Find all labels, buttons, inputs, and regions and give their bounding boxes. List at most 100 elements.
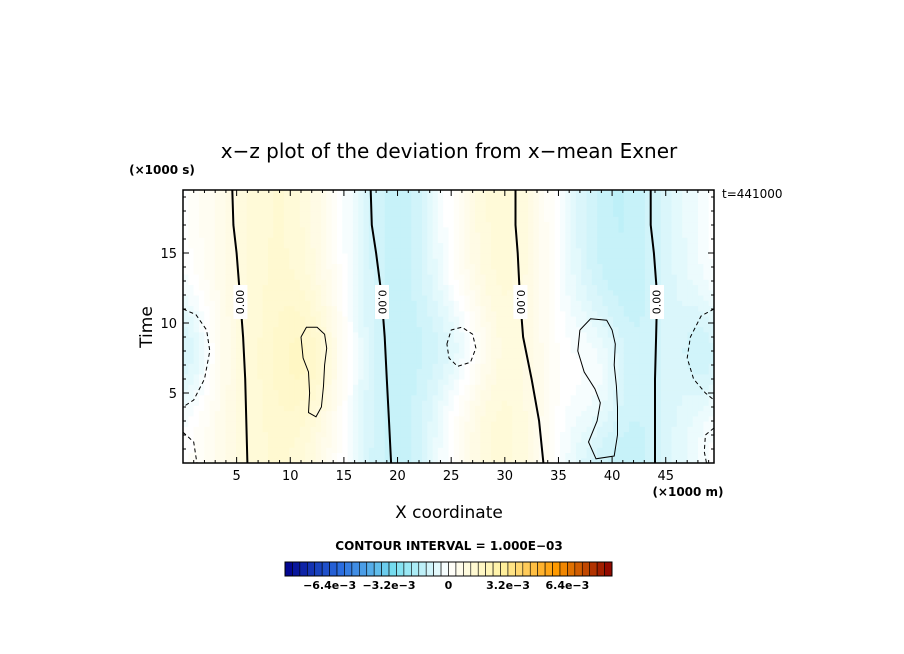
heatmap-cell (278, 363, 285, 370)
heatmap-cell (236, 363, 243, 370)
heatmap-cell (400, 205, 407, 212)
heatmap-cell (565, 426, 572, 433)
heatmap-cell (400, 326, 407, 333)
heatmap-cell (363, 263, 370, 270)
heatmap-cell (411, 405, 418, 412)
heatmap-cell (560, 389, 566, 396)
heatmap-cell (321, 221, 327, 228)
heatmap-cell (209, 279, 216, 286)
heatmap-cell (687, 326, 694, 333)
heatmap-cell (310, 310, 317, 317)
heatmap-cell (544, 247, 550, 254)
heatmap-cell (220, 295, 227, 301)
heatmap-cell (480, 237, 487, 244)
heatmap-cell (581, 347, 588, 354)
heatmap-cell (198, 389, 205, 396)
heatmap-cell (294, 216, 301, 223)
heatmap-cell (267, 431, 274, 438)
heatmap-cell (193, 200, 200, 207)
heatmap-cell (252, 289, 258, 296)
heatmap-cell (443, 242, 450, 249)
heatmap-cell (395, 295, 402, 301)
heatmap-cell (671, 284, 678, 291)
heatmap-cell (602, 263, 609, 270)
heatmap-cell (273, 279, 280, 286)
heatmap-cell (368, 405, 375, 412)
heatmap-cell (644, 431, 651, 438)
heatmap-cell (305, 205, 312, 212)
heatmap-cell (400, 352, 407, 359)
heatmap-cell (575, 363, 582, 370)
heatmap-cell (469, 321, 476, 328)
heatmap-cell (246, 421, 253, 427)
heatmap-cell (331, 263, 338, 270)
heatmap-cell (193, 415, 200, 422)
heatmap-cell (220, 405, 227, 412)
heatmap-cell (687, 363, 694, 370)
heatmap-cell (607, 373, 614, 380)
heatmap-cell (506, 442, 513, 448)
heatmap-cell (554, 337, 561, 343)
heatmap-cell (650, 447, 657, 454)
heatmap-cell (411, 232, 418, 238)
heatmap-cell (581, 263, 588, 270)
heatmap-cell (490, 247, 497, 254)
heatmap-cell (411, 331, 418, 338)
heatmap-cell (236, 389, 243, 396)
heatmap-cell (544, 389, 550, 396)
heatmap-cell (236, 258, 243, 265)
heatmap-cell (575, 447, 582, 454)
heatmap-cell (289, 316, 296, 322)
heatmap-cell (682, 452, 689, 459)
heatmap-cell (214, 421, 221, 427)
heatmap-cell (560, 368, 566, 375)
heatmap-cell (209, 226, 216, 233)
heatmap-cell (629, 268, 635, 275)
heatmap-cell (480, 431, 487, 438)
heatmap-cell (204, 384, 211, 391)
heatmap-cell (421, 368, 428, 375)
heatmap-cell (352, 258, 359, 265)
heatmap-cell (544, 226, 550, 233)
heatmap-cell (560, 237, 566, 244)
heatmap-cell (581, 284, 588, 291)
heatmap-cell (406, 442, 412, 448)
heatmap-cell (374, 247, 381, 254)
heatmap-cell (607, 300, 614, 307)
heatmap-cell (299, 368, 306, 375)
heatmap-cell (374, 200, 381, 207)
heatmap-cell (273, 216, 280, 223)
heatmap-cell (549, 326, 556, 333)
heatmap-cell (650, 405, 657, 412)
heatmap-cell (230, 347, 237, 354)
heatmap-cell (183, 242, 189, 249)
heatmap-cell (368, 457, 375, 463)
heatmap-cell (570, 368, 577, 375)
heatmap-cell (374, 337, 381, 343)
heatmap-cell (453, 300, 460, 307)
heatmap-cell (220, 436, 227, 443)
heatmap-cell (581, 216, 588, 223)
heatmap-cell (214, 216, 221, 223)
heatmap-cell (241, 405, 248, 412)
heatmap-cell (480, 247, 487, 254)
heatmap-cell (676, 211, 683, 217)
heatmap-cell (326, 352, 333, 359)
heatmap-cell (549, 289, 556, 296)
heatmap-cell (267, 389, 274, 396)
heatmap-cell (384, 205, 391, 212)
heatmap-cell (421, 316, 428, 322)
heatmap-cell (506, 284, 513, 291)
heatmap-cell (687, 268, 694, 275)
heatmap-cell (522, 368, 529, 375)
heatmap-cell (676, 347, 683, 354)
heatmap-cell (660, 216, 667, 223)
heatmap-cell (437, 295, 444, 301)
heatmap-cell (448, 268, 455, 275)
heatmap-cell (374, 331, 381, 338)
heatmap-cell (400, 237, 407, 244)
heatmap-cell (565, 226, 572, 233)
heatmap-cell (326, 331, 333, 338)
heatmap-cell (528, 447, 535, 454)
heatmap-cell (671, 263, 678, 270)
